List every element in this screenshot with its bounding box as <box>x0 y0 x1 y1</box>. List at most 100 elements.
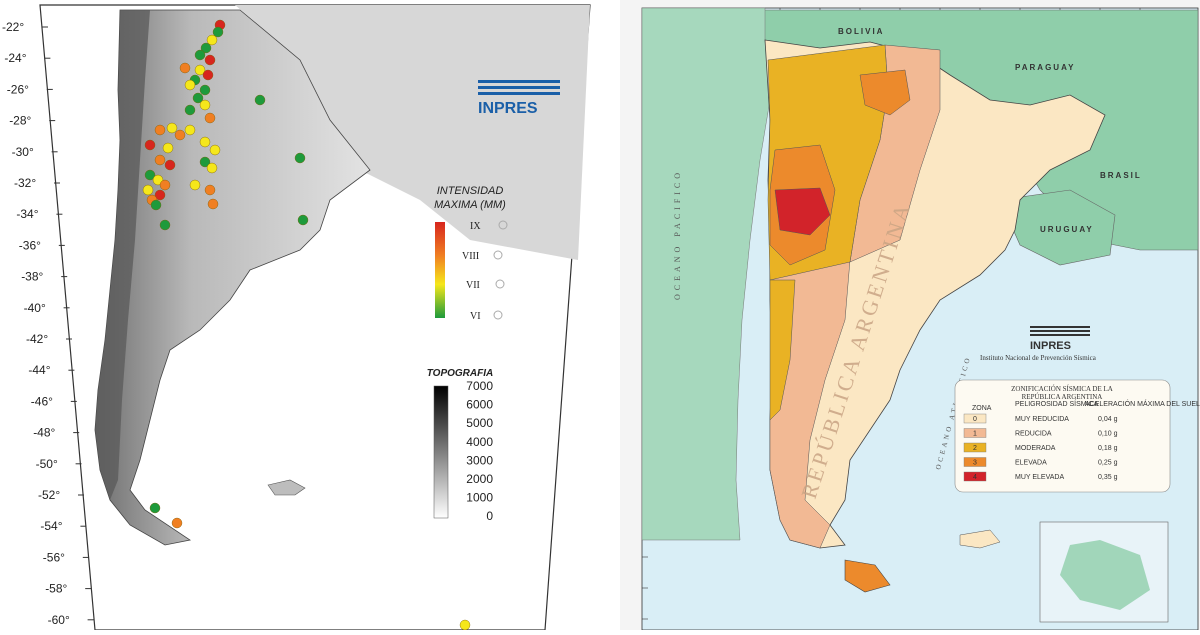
legend-accel: 0,25 g <box>1098 460 1118 467</box>
topography-legend: TOPOGRAFIA 7000 6000 5000 4000 3000 2000 1000 0 <box>427 368 494 523</box>
earthquake-point <box>142 184 154 196</box>
legend-swatch <box>963 413 987 424</box>
topography-tick-label: 6000 <box>466 398 493 412</box>
latitude-label: -38° <box>21 270 43 284</box>
earthquake-point <box>194 49 206 61</box>
legend-hazard: MODERADA <box>1015 445 1056 452</box>
legend-zone: 3 <box>973 460 977 467</box>
legend-swatch <box>963 471 987 482</box>
legend-zone: 1 <box>973 431 977 438</box>
uruguay-shape <box>999 189 1116 266</box>
earthquake-point <box>199 136 211 148</box>
earthquake-point <box>184 79 196 91</box>
latitude-label: -36° <box>19 238 41 252</box>
pacific-ocean-label: OCEANO PACIFICO <box>673 169 682 300</box>
latitude-label: -44° <box>28 363 50 377</box>
earthquake-point <box>144 139 156 151</box>
earthquake-point <box>194 64 206 76</box>
country-label-uruguay: URUGUAY <box>1040 225 1094 234</box>
legend-zone: 4 <box>973 474 977 481</box>
earthquake-point <box>189 179 201 191</box>
legend-accel: 0,04 g <box>1098 416 1118 423</box>
legend-hazard: MUY REDUCIDA <box>1015 416 1069 423</box>
legend-swatch <box>963 442 987 453</box>
legend-hazard: ELEVADA <box>1015 460 1047 467</box>
intensity-map-panel: -22° -24° -26° -28° -30° -32° -34° -36° -38° -40°… <box>2 4 591 631</box>
topography-color-bar <box>433 385 449 519</box>
legend-title-1: ZONIFICACIÓN SÍSMICA DE LA <box>1011 385 1113 393</box>
earthquake-point <box>212 26 224 38</box>
legend-hazard: REDUCIDA <box>1015 431 1052 438</box>
neighbor-land <box>235 5 590 260</box>
antarctica-inset-land <box>1060 540 1150 610</box>
latitude-label: -42° <box>26 332 48 346</box>
intensity-map-svg: -22° -24° -26° -28° -30° -32° -34° -36° -38° -40°… <box>2 4 591 631</box>
earthquake-point <box>184 124 196 136</box>
legend-swatch <box>963 457 987 467</box>
legend-zone: 0 <box>973 416 977 423</box>
earthquake-point <box>204 112 216 124</box>
earthquake-point <box>171 517 183 529</box>
earthquake-point <box>204 54 216 66</box>
latitude-label: -56° <box>43 550 65 564</box>
latitude-label: -54° <box>40 519 62 533</box>
earthquake-point <box>174 129 186 141</box>
legend-accel: 0,18 g <box>1098 445 1118 452</box>
latitude-label: -58° <box>45 582 67 596</box>
earthquake-point <box>144 169 156 181</box>
topography-tick-label: 1000 <box>466 491 493 505</box>
latitude-label: -48° <box>33 426 55 440</box>
legend-hazard: MUY ELEVADA <box>1015 474 1064 481</box>
latitude-label: -28° <box>9 114 31 128</box>
earthquake-point <box>154 154 166 166</box>
earthquake-point <box>159 179 171 191</box>
latitude-label: -26° <box>7 82 29 96</box>
earthquake-point <box>184 104 196 116</box>
topography-tick-label: 2000 <box>466 472 493 486</box>
earthquake-point <box>159 219 171 231</box>
zone-3-area-north <box>859 69 911 116</box>
intensity-circle-vii <box>495 279 505 289</box>
inpres-logo-right: INPRES Instituto Nacional de Prevención … <box>980 326 1097 362</box>
topography-tick-label: 0 <box>486 509 493 523</box>
earthquake-point <box>294 152 306 164</box>
earthquake-point <box>179 62 191 74</box>
seismic-zoning-legend: ZONIFICACIÓN SÍSMICA DE LA REPÚBLICA ARG… <box>954 379 1200 493</box>
earthquake-point <box>206 34 218 46</box>
topography-tick-label: 4000 <box>466 435 493 449</box>
legend-title-2: REPÚBLICA ARGENTINA <box>1022 393 1103 401</box>
seismic-zoning-map-panel: BOLIVIA PARAGUAY BRASIL URUGUAY OCEANO P… <box>620 0 1200 631</box>
earthquake-point <box>459 619 471 631</box>
intensity-color-bar <box>435 222 445 318</box>
inpres-logo-text: INPRES <box>478 100 538 117</box>
latitude-label: -40° <box>24 301 46 315</box>
earthquake-point <box>149 502 161 514</box>
earthquake-point <box>166 122 178 134</box>
latitude-labels: -22° -24° -26° -28° -30° -32° -34° -36° -38° -40°… <box>2 20 94 627</box>
earthquake-point <box>254 94 266 106</box>
latitude-label: -34° <box>16 207 38 221</box>
earthquake-point <box>206 162 218 174</box>
zone-2-area-south <box>769 279 796 421</box>
seismic-zoning-map-svg: BOLIVIA PARAGUAY BRASIL URUGUAY OCEANO P… <box>620 0 1200 631</box>
earthquake-points <box>142 19 471 631</box>
institute-label: Instituto Nacional de Prevención Sísmica <box>980 354 1097 362</box>
earthquake-point <box>150 199 162 211</box>
topography-tick-label: 5000 <box>466 416 493 430</box>
legend-box <box>954 379 1171 493</box>
intensity-level-ix: IX <box>470 221 481 232</box>
earthquake-point <box>209 144 221 156</box>
andes-relief <box>95 10 150 500</box>
malvinas-islands-right <box>959 529 1001 549</box>
intensity-circle-vi <box>493 310 503 320</box>
intensity-title-2: MAXIMA (MM) <box>434 199 506 211</box>
legend-header-zone: ZONA <box>972 405 992 412</box>
earthquake-point <box>204 184 216 196</box>
intensity-circle-ix <box>498 220 508 230</box>
legend-header-accel: ACELERACIÓN MÁXIMA DEL SUELO <box>1085 399 1200 408</box>
topography-tick-label: 7000 <box>466 379 493 393</box>
chile-strip <box>641 7 771 541</box>
legend-header-hazard: PELIGROSIDAD SÍSMICA <box>1015 399 1099 408</box>
country-label-brasil: BRASIL <box>1100 171 1142 180</box>
legend-zone: 2 <box>973 445 977 452</box>
